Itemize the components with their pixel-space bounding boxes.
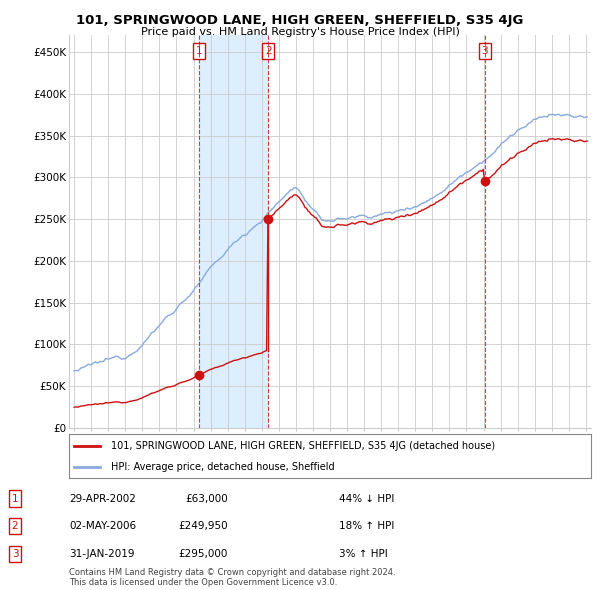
Text: 3: 3 <box>11 549 19 559</box>
Text: 02-MAY-2006: 02-MAY-2006 <box>69 522 136 531</box>
Text: Contains HM Land Registry data © Crown copyright and database right 2024.: Contains HM Land Registry data © Crown c… <box>69 568 395 577</box>
Text: £249,950: £249,950 <box>178 522 228 531</box>
Text: HPI: Average price, detached house, Sheffield: HPI: Average price, detached house, Shef… <box>111 462 334 472</box>
Text: Price paid vs. HM Land Registry's House Price Index (HPI): Price paid vs. HM Land Registry's House … <box>140 27 460 37</box>
Text: 2: 2 <box>265 46 272 56</box>
Text: 3: 3 <box>482 46 488 56</box>
Text: 1: 1 <box>196 46 202 56</box>
Text: 3% ↑ HPI: 3% ↑ HPI <box>339 549 388 559</box>
Text: This data is licensed under the Open Government Licence v3.0.: This data is licensed under the Open Gov… <box>69 578 337 587</box>
Text: 31-JAN-2019: 31-JAN-2019 <box>69 549 134 559</box>
Text: 44% ↓ HPI: 44% ↓ HPI <box>339 494 394 503</box>
Text: 101, SPRINGWOOD LANE, HIGH GREEN, SHEFFIELD, S35 4JG (detached house): 101, SPRINGWOOD LANE, HIGH GREEN, SHEFFI… <box>111 441 495 451</box>
Text: 2: 2 <box>11 522 19 531</box>
Text: £63,000: £63,000 <box>185 494 228 503</box>
Bar <box>199 35 268 428</box>
Text: £295,000: £295,000 <box>179 549 228 559</box>
Text: 1: 1 <box>11 494 19 503</box>
Text: 29-APR-2002: 29-APR-2002 <box>69 494 136 503</box>
Text: 18% ↑ HPI: 18% ↑ HPI <box>339 522 394 531</box>
Text: 101, SPRINGWOOD LANE, HIGH GREEN, SHEFFIELD, S35 4JG: 101, SPRINGWOOD LANE, HIGH GREEN, SHEFFI… <box>76 14 524 27</box>
